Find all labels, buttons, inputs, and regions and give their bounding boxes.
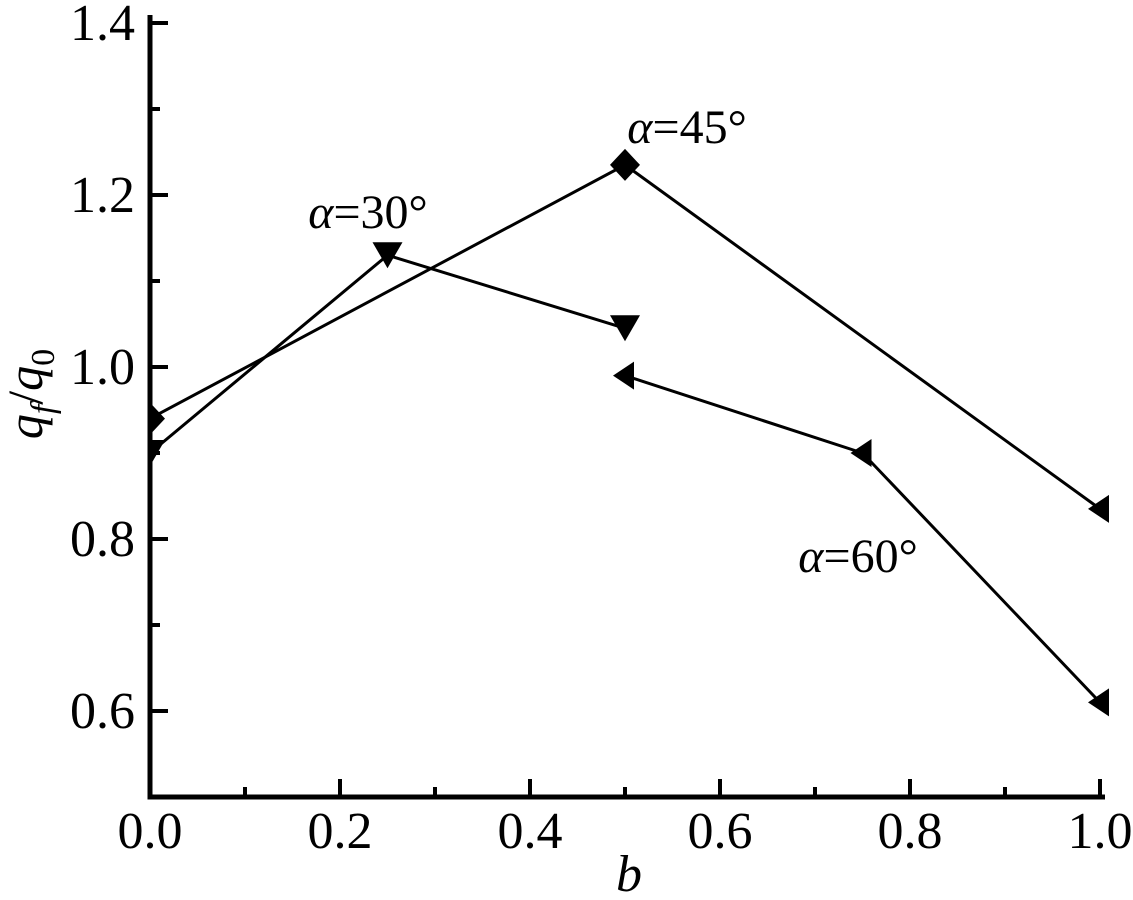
- ylabel-q2: q: [0, 366, 53, 391]
- annotation-alpha-60: α=60°: [798, 530, 917, 583]
- ylabel-q1: q: [0, 414, 53, 439]
- annotation-alpha-symbol: α: [627, 101, 653, 154]
- marker-triangle-down: [610, 315, 640, 342]
- marker-diamond: [148, 402, 165, 435]
- ylabel-slash: /: [0, 391, 53, 405]
- annotation-alpha-30: α=30°: [308, 186, 427, 239]
- y-tick-label: 0.6: [70, 683, 135, 740]
- y-tick-labels: 0.6 0.8 1.0 1.2 1.4: [70, 0, 135, 740]
- marker-triangle-left: [1088, 688, 1109, 717]
- marker-diamond: [610, 148, 640, 181]
- marker-triangle-left: [1088, 494, 1109, 523]
- y-tick-label: 0.8: [70, 511, 135, 568]
- y-tick-label: 1.4: [70, 0, 135, 52]
- marker-triangle-down: [372, 242, 403, 269]
- ylabel-sub-0: 0: [25, 349, 62, 366]
- y-tick-label: 1.2: [70, 167, 135, 224]
- x-tick-label: 0.4: [498, 803, 563, 860]
- x-tick-label: 0.2: [308, 803, 373, 860]
- annotation-value: =60°: [824, 530, 918, 583]
- marker-triangle-down: [148, 440, 165, 466]
- annotation-alpha-symbol: α: [308, 186, 334, 239]
- annotation-alpha-45: α=45°: [627, 101, 746, 154]
- x-tick-label: 0.8: [878, 803, 943, 860]
- y-tick-label: 1.0: [70, 339, 135, 396]
- x-tick-label: 0.0: [118, 803, 183, 860]
- ticks: [148, 21, 1102, 797]
- annotation-alpha-symbol: α: [798, 530, 824, 583]
- series-markers-alpha-60: [613, 361, 1109, 717]
- x-tick-label: 1.0: [1068, 803, 1133, 860]
- marker-triangle-left: [850, 439, 872, 467]
- series-markers-alpha-30: [148, 242, 640, 466]
- annotation-value: =30°: [333, 186, 427, 239]
- annotation-value: =45°: [653, 101, 747, 154]
- x-axis-title: b: [616, 846, 642, 900]
- marker-triangle-left: [613, 361, 634, 390]
- x-tick-labels: 0.0 0.2 0.4 0.6 0.8 1.0: [118, 803, 1133, 860]
- y-axis-title: qf/q0: [0, 349, 62, 439]
- x-tick-label: 0.6: [688, 803, 753, 860]
- series-markers-alpha-45: [148, 148, 1109, 523]
